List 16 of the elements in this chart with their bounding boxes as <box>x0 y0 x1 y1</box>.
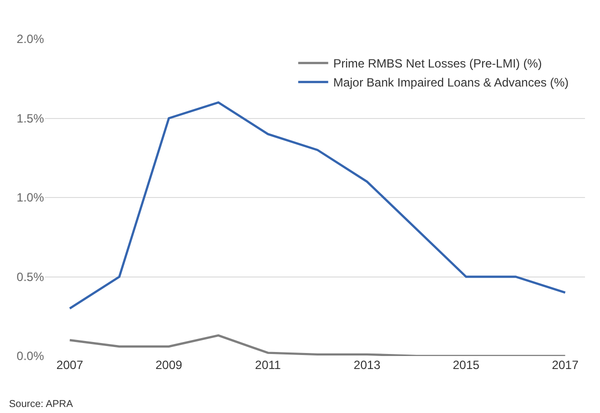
line-series <box>68 334 566 356</box>
legend-label: Major Bank Impaired Loans & Advances (%) <box>333 76 569 90</box>
y-tick-label: 2.0% <box>16 32 44 46</box>
x-tick-label: 2009 <box>156 358 183 372</box>
x-tick-label: 2007 <box>56 358 84 372</box>
y-tick-label: 1.0% <box>16 190 44 205</box>
line-series <box>68 101 566 310</box>
y-tick-label: 1.5% <box>16 111 44 126</box>
legend-label: Prime RMBS Net Losses (Pre-LMI) (%) <box>333 56 542 71</box>
x-tick-label: 2017 <box>552 358 579 372</box>
y-tick-label: 0.5% <box>16 270 44 284</box>
x-tick-label: 2011 <box>255 358 282 372</box>
source-note: Source: APRA <box>9 399 74 410</box>
x-tick-label: 2013 <box>354 358 381 372</box>
y-tick-label: 0.0% <box>16 349 44 364</box>
x-tick-label: 2015 <box>452 358 480 372</box>
